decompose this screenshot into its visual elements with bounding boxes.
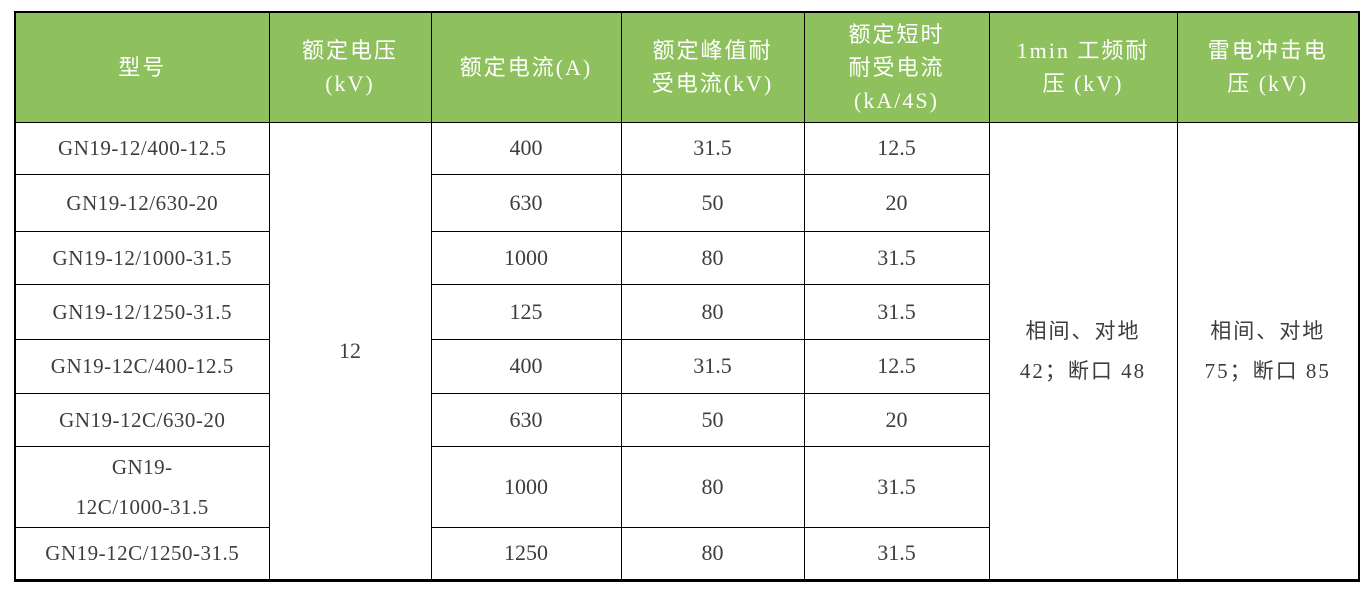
power-frequency-withstand-merged-cell: 相间、对地 42；断口 48	[988, 121, 1178, 581]
peak-withstand-current-cell: 80	[620, 526, 805, 581]
rated-voltage-merged-cell: 12	[268, 121, 432, 581]
col-header-power-frequency-withstand: 1min 工频耐 压 (kV)	[988, 11, 1178, 123]
lightning-impulse-merged-cell: 相间、对地 75；断口 85	[1176, 121, 1360, 581]
col-header-peak-withstand-current: 额定峰值耐 受电流(kV)	[620, 11, 805, 123]
peak-withstand-current-cell: 31.5	[620, 121, 805, 175]
model-cell: GN19-12/630-20	[14, 173, 270, 232]
col-header-rated-current: 额定电流(A)	[430, 11, 622, 123]
peak-withstand-current-cell: 80	[620, 230, 805, 285]
peak-withstand-current-cell: 31.5	[620, 338, 805, 394]
rated-current-cell: 400	[430, 338, 622, 394]
rated-current-cell: 125	[430, 283, 622, 340]
table-row: GN19- 12C/1000-31.5 1000 80 31.5	[14, 445, 1359, 528]
model-cell: GN19-12/400-12.5	[14, 121, 270, 175]
model-cell: GN19-12/1000-31.5	[14, 230, 270, 285]
col-header-lightning-impulse: 雷电冲击电 压 (kV)	[1176, 11, 1360, 123]
short-time-withstand-current-cell: 31.5	[803, 230, 990, 285]
col-header-rated-voltage: 额定电压 (kV)	[268, 11, 432, 123]
rated-current-cell: 1000	[430, 230, 622, 285]
model-cell: GN19-12/1250-31.5	[14, 283, 270, 340]
table-row: GN19-12C/630-20 630 50 20	[14, 392, 1359, 447]
short-time-withstand-current-cell: 20	[803, 173, 990, 232]
rated-current-cell: 1000	[430, 445, 622, 528]
peak-withstand-current-cell: 80	[620, 283, 805, 340]
rated-current-cell: 630	[430, 173, 622, 232]
short-time-withstand-current-cell: 20	[803, 392, 990, 447]
short-time-withstand-current-cell: 31.5	[803, 445, 990, 528]
peak-withstand-current-cell: 80	[620, 445, 805, 528]
header-row: 型号 额定电压 (kV) 额定电流(A) 额定峰值耐 受电流(kV) 额定短时 …	[14, 11, 1360, 123]
short-time-withstand-current-cell: 31.5	[803, 283, 990, 340]
model-cell: GN19-12C/1250-31.5	[14, 526, 270, 581]
rated-current-cell: 630	[430, 392, 622, 447]
specs-table: 型号 额定电压 (kV) 额定电流(A) 额定峰值耐 受电流(kV) 额定短时 …	[14, 11, 1360, 582]
model-cell: GN19-12C/630-20	[14, 392, 270, 447]
table-row: GN19-12/400-12.5 12 400 31.5 12.5 相间、对地 …	[14, 121, 1360, 581]
col-header-model: 型号	[14, 11, 270, 123]
peak-withstand-current-cell: 50	[620, 392, 805, 447]
short-time-withstand-current-cell: 12.5	[803, 338, 990, 394]
short-time-withstand-current-cell: 12.5	[803, 121, 990, 175]
model-cell: GN19-12C/400-12.5	[14, 338, 270, 394]
peak-withstand-current-cell: 50	[620, 173, 805, 232]
col-header-short-time-withstand-current: 额定短时 耐受电流 (kA/4S)	[803, 11, 990, 123]
table-row: GN19-12/1250-31.5 125 80 31.5	[14, 283, 1359, 340]
table-row: GN19-12/630-20 630 50 20	[14, 173, 1359, 232]
rated-current-cell: 400	[430, 121, 622, 175]
model-cell: GN19- 12C/1000-31.5	[14, 445, 270, 528]
table-row: GN19-12/1000-31.5 1000 80 31.5	[14, 230, 1359, 285]
rated-current-cell: 1250	[430, 526, 622, 581]
short-time-withstand-current-cell: 31.5	[803, 526, 990, 581]
table-row: GN19-12C/1250-31.5 1250 80 31.5	[14, 526, 1359, 581]
